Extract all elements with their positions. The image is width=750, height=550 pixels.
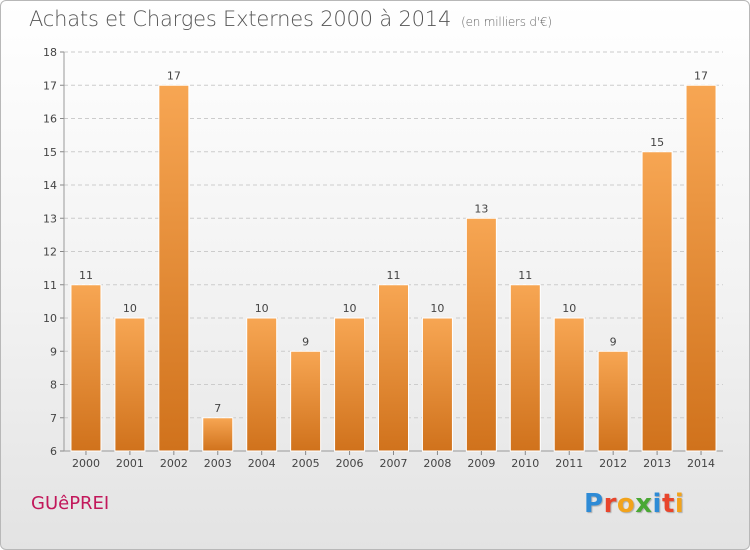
y-tick-label: 10 [43,312,57,325]
x-tick-labels: 2000 2001 2002 2003 2004 2005 2006 2007 2008 2009… [72,451,715,470]
logo-letter: i [674,489,685,519]
data-label: 11 [518,269,532,282]
data-label: 10 [430,302,444,315]
y-tick-label: 9 [50,345,57,358]
bar-2012 [597,350,629,452]
x-tick-label: 2002 [160,457,188,470]
data-label: 11 [79,269,93,282]
y-tick-label: 17 [43,79,57,92]
x-tick-label: 2009 [467,457,495,470]
y-tick-label: 14 [43,179,57,192]
proxiti-logo: Proxiti [584,489,684,519]
y-tick-labels: 6 7 8 9 10 11 12 13 14 15 16 17 18 [43,46,57,458]
logo-letter: r [603,489,617,519]
data-label: 10 [255,302,269,315]
bar-2005 [290,350,322,452]
x-tick-label: 2010 [511,457,539,470]
x-tick-label: 2013 [643,457,671,470]
y-tick-label: 16 [43,113,57,126]
y-tick-label: 13 [43,212,57,225]
data-label: 10 [343,302,357,315]
bar-2001 [114,317,146,452]
data-labels: 11 10 17 7 10 9 10 11 10 13 11 10 9 15 17 [79,69,708,415]
x-tick-label: 2007 [380,457,408,470]
bars [70,84,717,452]
data-label: 7 [214,402,221,415]
y-tick-label: 11 [43,279,57,292]
chart-title: Achats et Charges Externes 2000 à 2014 (e… [29,7,552,31]
data-label: 9 [302,335,309,348]
logo-letter: o [616,489,636,519]
y-tick-label: 12 [43,246,57,259]
logo-letter: i [652,489,662,519]
bar-2014 [685,84,717,452]
bar-2010 [509,284,541,452]
data-label: 10 [562,302,576,315]
logo-letter: x [635,489,653,519]
bar-2003 [202,417,234,452]
bar-2007 [378,284,409,452]
data-label: 11 [387,269,401,282]
x-tick-label: 2006 [336,457,364,470]
x-tick-label: 2001 [116,457,144,470]
x-tick-label: 2003 [204,457,232,470]
data-label: 10 [123,302,137,315]
chart-subtitle: (en milliers d'€) [461,15,552,29]
logo-letter: P [584,489,604,519]
data-label: 15 [650,136,664,149]
x-tick-label: 2005 [292,457,320,470]
y-tick-label: 8 [50,379,57,392]
x-tick-label: 2000 [72,457,100,470]
bar-2002 [158,84,190,452]
bar-2004 [246,317,278,452]
x-tick-label: 2008 [423,457,451,470]
bar-2009 [465,217,497,452]
y-tick-label: 7 [50,412,57,425]
bar-2011 [553,317,585,452]
data-label: 17 [167,69,181,82]
data-label: 9 [610,335,617,348]
bar-2006 [334,317,366,452]
y-tick-label: 18 [43,46,57,59]
bar-2000 [70,284,102,452]
data-label: 17 [694,69,708,82]
y-tick-label: 15 [43,146,57,159]
x-tick-label: 2004 [248,457,276,470]
chart-title-text: Achats et Charges Externes 2000 à 2014 [29,7,452,31]
x-tick-label: 2014 [687,457,715,470]
y-tick-label: 6 [50,445,57,458]
logo-letter: t [661,489,675,519]
x-tick-label: 2012 [599,457,627,470]
bar-2013 [641,151,673,452]
data-label: 13 [474,202,488,215]
bar-2008 [421,317,453,452]
x-tick-label: 2011 [555,457,583,470]
commune-name: GUêPREI [31,493,110,514]
